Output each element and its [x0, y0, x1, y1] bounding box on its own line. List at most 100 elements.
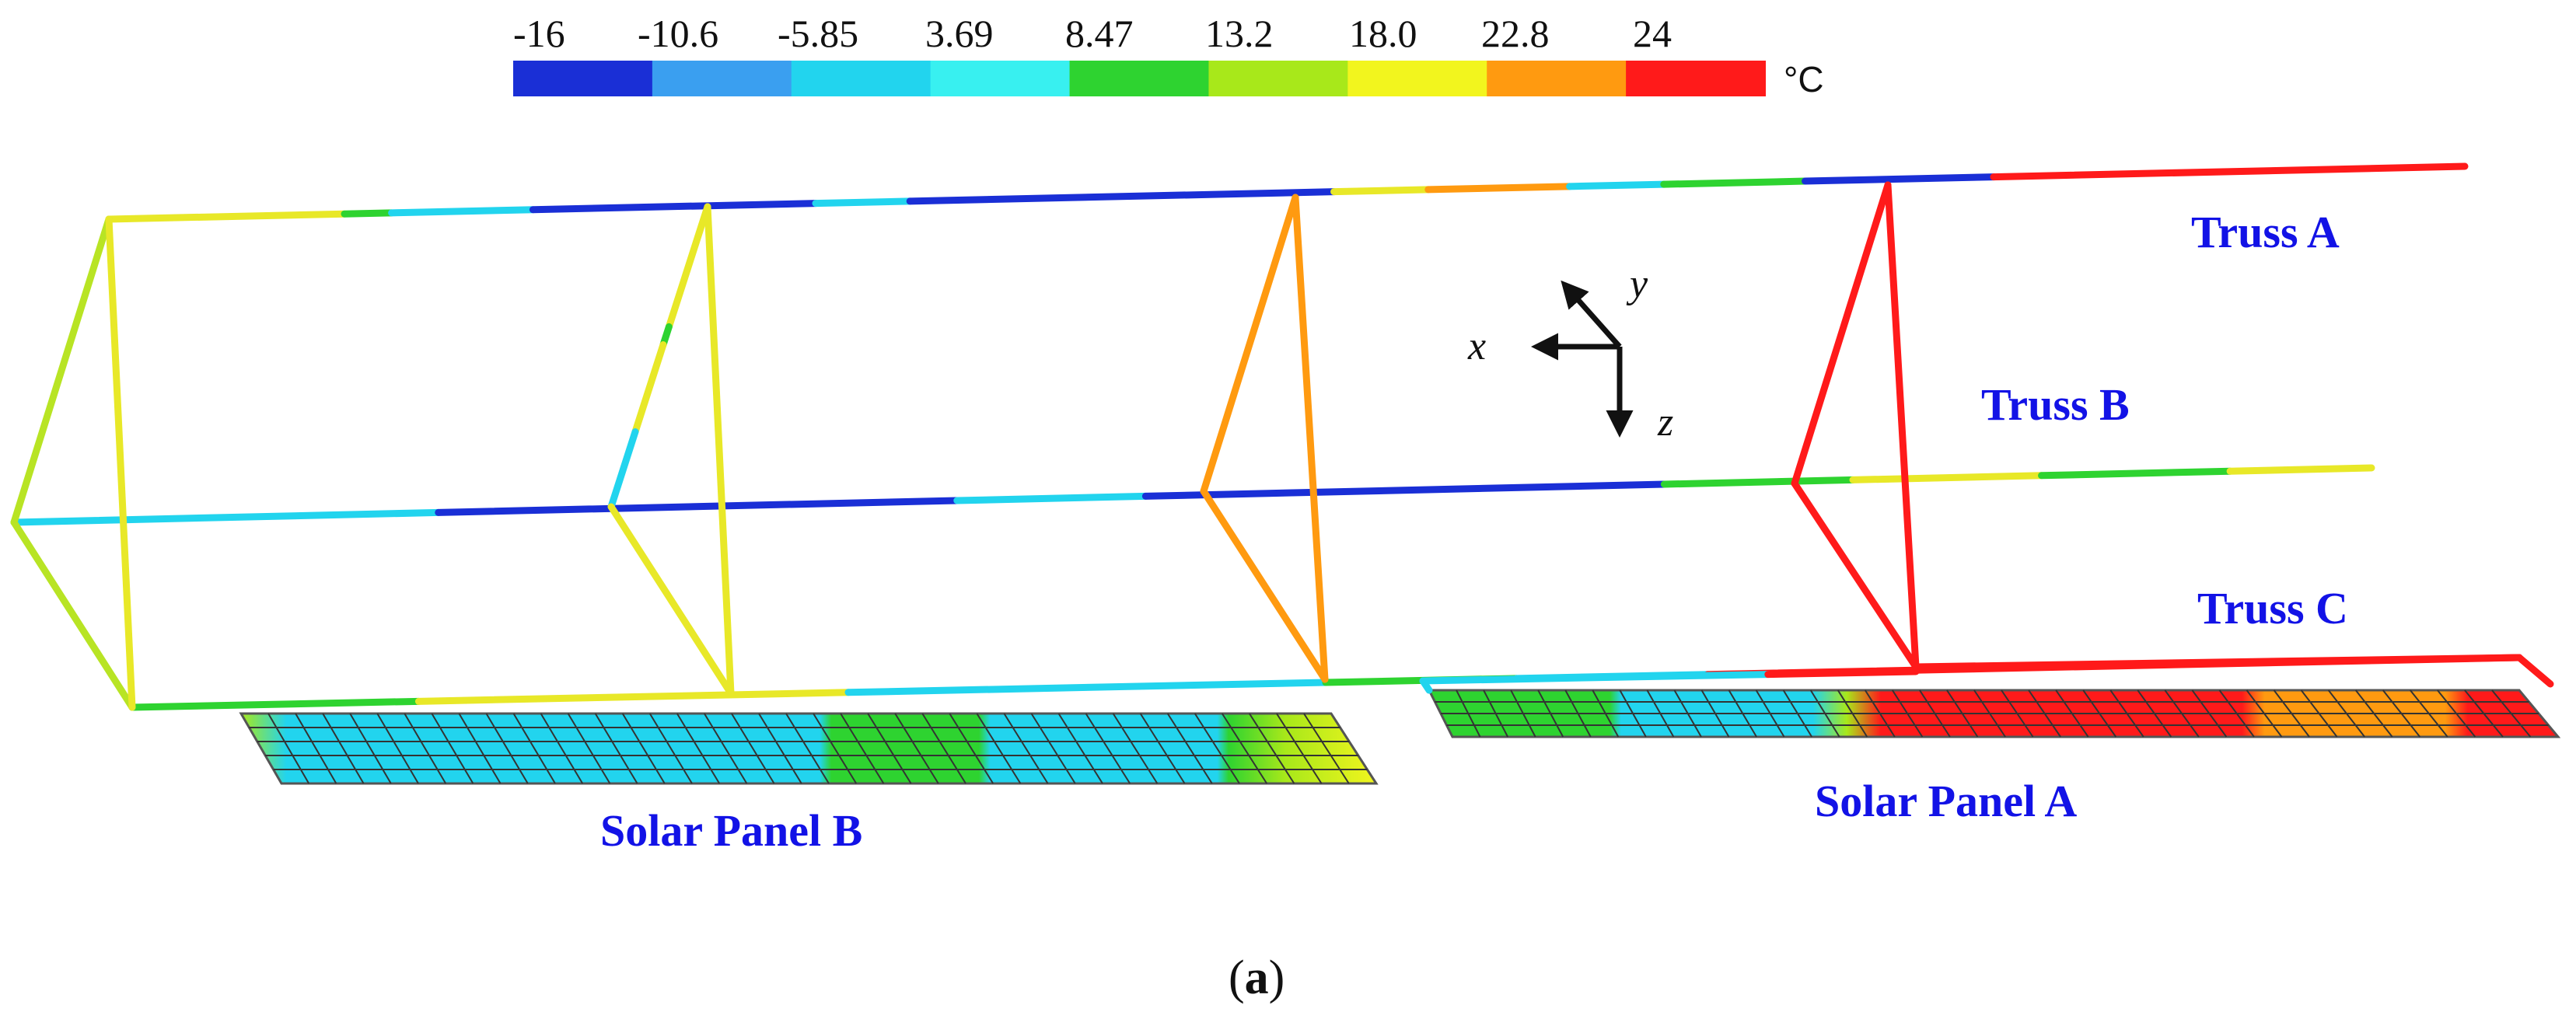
- mesh-line: [676, 713, 721, 784]
- label-truss-a: Truss A: [2191, 207, 2340, 257]
- legend-tick-label: 24: [1633, 12, 1672, 55]
- axis-label-z: z: [1657, 400, 1673, 445]
- y-axis-arrow: [1561, 280, 1622, 349]
- mesh-line: [567, 713, 611, 784]
- frame-member: [631, 341, 667, 435]
- mesh-line: [1194, 713, 1240, 784]
- truss-a-member: [341, 209, 396, 218]
- mesh-line: [731, 713, 775, 784]
- legend-tick-label: -16: [513, 12, 565, 55]
- mesh-line: [349, 713, 392, 784]
- mesh-line: [512, 713, 556, 784]
- frame-member: [1791, 181, 1892, 487]
- solar-panel-a: [1427, 689, 2561, 738]
- legend-unit: °C: [1784, 59, 1824, 99]
- truss-a-member: [105, 210, 348, 223]
- legend-tick-label: 13.2: [1205, 12, 1274, 55]
- mesh-line: [921, 713, 966, 784]
- panel-a-frame: [1764, 668, 1920, 679]
- mesh-line: [813, 713, 858, 784]
- truss-a-member: [1660, 177, 1809, 188]
- frame-member: [1200, 194, 1299, 495]
- frame-member: [704, 203, 735, 697]
- mesh-line: [404, 713, 447, 784]
- truss-a-member: [1990, 162, 2469, 181]
- frame-member: [1884, 181, 1920, 671]
- caption-close: ): [1269, 951, 1285, 1004]
- legend-color-bar: [513, 61, 1766, 96]
- label-solar-panel-a: Solar Panel A: [1815, 776, 2077, 826]
- truss-a-member: [529, 200, 820, 214]
- mesh-line: [894, 713, 939, 784]
- solar-panel-b: [239, 712, 1379, 785]
- truss-b-member: [1849, 472, 2046, 483]
- truss-b-member: [2226, 464, 2375, 475]
- legend-tick-label: 8.47: [1065, 12, 1134, 55]
- mesh-line: [703, 713, 748, 784]
- caption-open: (: [1229, 951, 1245, 1004]
- mesh-line: [785, 713, 830, 784]
- legend-swatch: [930, 61, 1071, 96]
- truss-b-member: [10, 508, 442, 526]
- legend-swatch: [1626, 61, 1766, 96]
- truss-structure: [10, 162, 2554, 711]
- mesh-line: [485, 713, 529, 784]
- truss-a-member: [812, 197, 914, 208]
- truss-b-member: [953, 492, 1149, 504]
- legend-tick-label: -5.85: [778, 12, 858, 55]
- mesh-line: [949, 713, 994, 784]
- frame-member: [665, 203, 711, 330]
- frame-member: [10, 518, 136, 711]
- panel-a-mesh: [1435, 689, 2549, 738]
- frame-member: [1291, 194, 1329, 683]
- mesh-line: [840, 713, 885, 784]
- mesh-line: [1003, 713, 1049, 784]
- color-legend: -16 -10.6 -5.85 3.69 8.47 13.2 18.0 22.8 24 °C: [513, 12, 1824, 99]
- mesh-line: [1276, 713, 1323, 784]
- mesh-line: [458, 713, 502, 784]
- mesh-line: [594, 713, 638, 784]
- label-truss-b: Truss B: [1981, 379, 2130, 430]
- legend-tick-label: 18.0: [1349, 12, 1417, 55]
- mesh-line: [621, 713, 666, 784]
- legend-swatch: [513, 61, 653, 96]
- panel-a-frame: [1912, 654, 2523, 671]
- mesh-line: [867, 713, 912, 784]
- legend-swatch: [652, 61, 792, 96]
- mesh-line: [758, 713, 802, 784]
- mesh-line: [295, 713, 337, 784]
- mesh-line: [540, 713, 584, 784]
- truss-b-member: [1660, 476, 1857, 488]
- truss-c-member: [128, 697, 422, 711]
- legend-swatch: [791, 61, 931, 96]
- caption-letter: a: [1245, 951, 1269, 1004]
- truss-c-member: [844, 679, 1330, 696]
- mesh-line: [1139, 713, 1186, 784]
- panel-a-frame: [1419, 671, 1772, 685]
- legend-tick-label: 3.69: [925, 12, 994, 55]
- legend-tick-labels: -16 -10.6 -5.85 3.69 8.47 13.2 18.0 22.8 24: [513, 12, 1672, 55]
- truss-a-member: [1566, 180, 1668, 190]
- mesh-line: [376, 713, 419, 784]
- figure-caption: (a): [1229, 951, 1285, 1004]
- mesh-line: [1030, 713, 1076, 784]
- mesh-line: [267, 713, 310, 784]
- legend-swatch: [1347, 61, 1488, 96]
- axis-label-x: x: [1467, 324, 1486, 368]
- mesh-line: [1303, 713, 1350, 784]
- truss-c-member: [414, 689, 852, 705]
- legend-tick-label: 22.8: [1481, 12, 1550, 55]
- mesh-line: [1057, 713, 1103, 784]
- frame-member: [105, 215, 136, 711]
- truss-a-member: [1330, 186, 1432, 196]
- truss-a-member: [906, 188, 1338, 205]
- axis-label-y: y: [1626, 262, 1648, 306]
- truss-b-member: [2038, 467, 2234, 480]
- mesh-line: [1085, 713, 1131, 784]
- mesh-line: [1166, 713, 1213, 784]
- truss-a-member: [1424, 183, 1574, 194]
- label-solar-panel-b: Solar Panel B: [600, 805, 862, 856]
- mesh-line: [976, 713, 1022, 784]
- frame-member: [607, 503, 735, 697]
